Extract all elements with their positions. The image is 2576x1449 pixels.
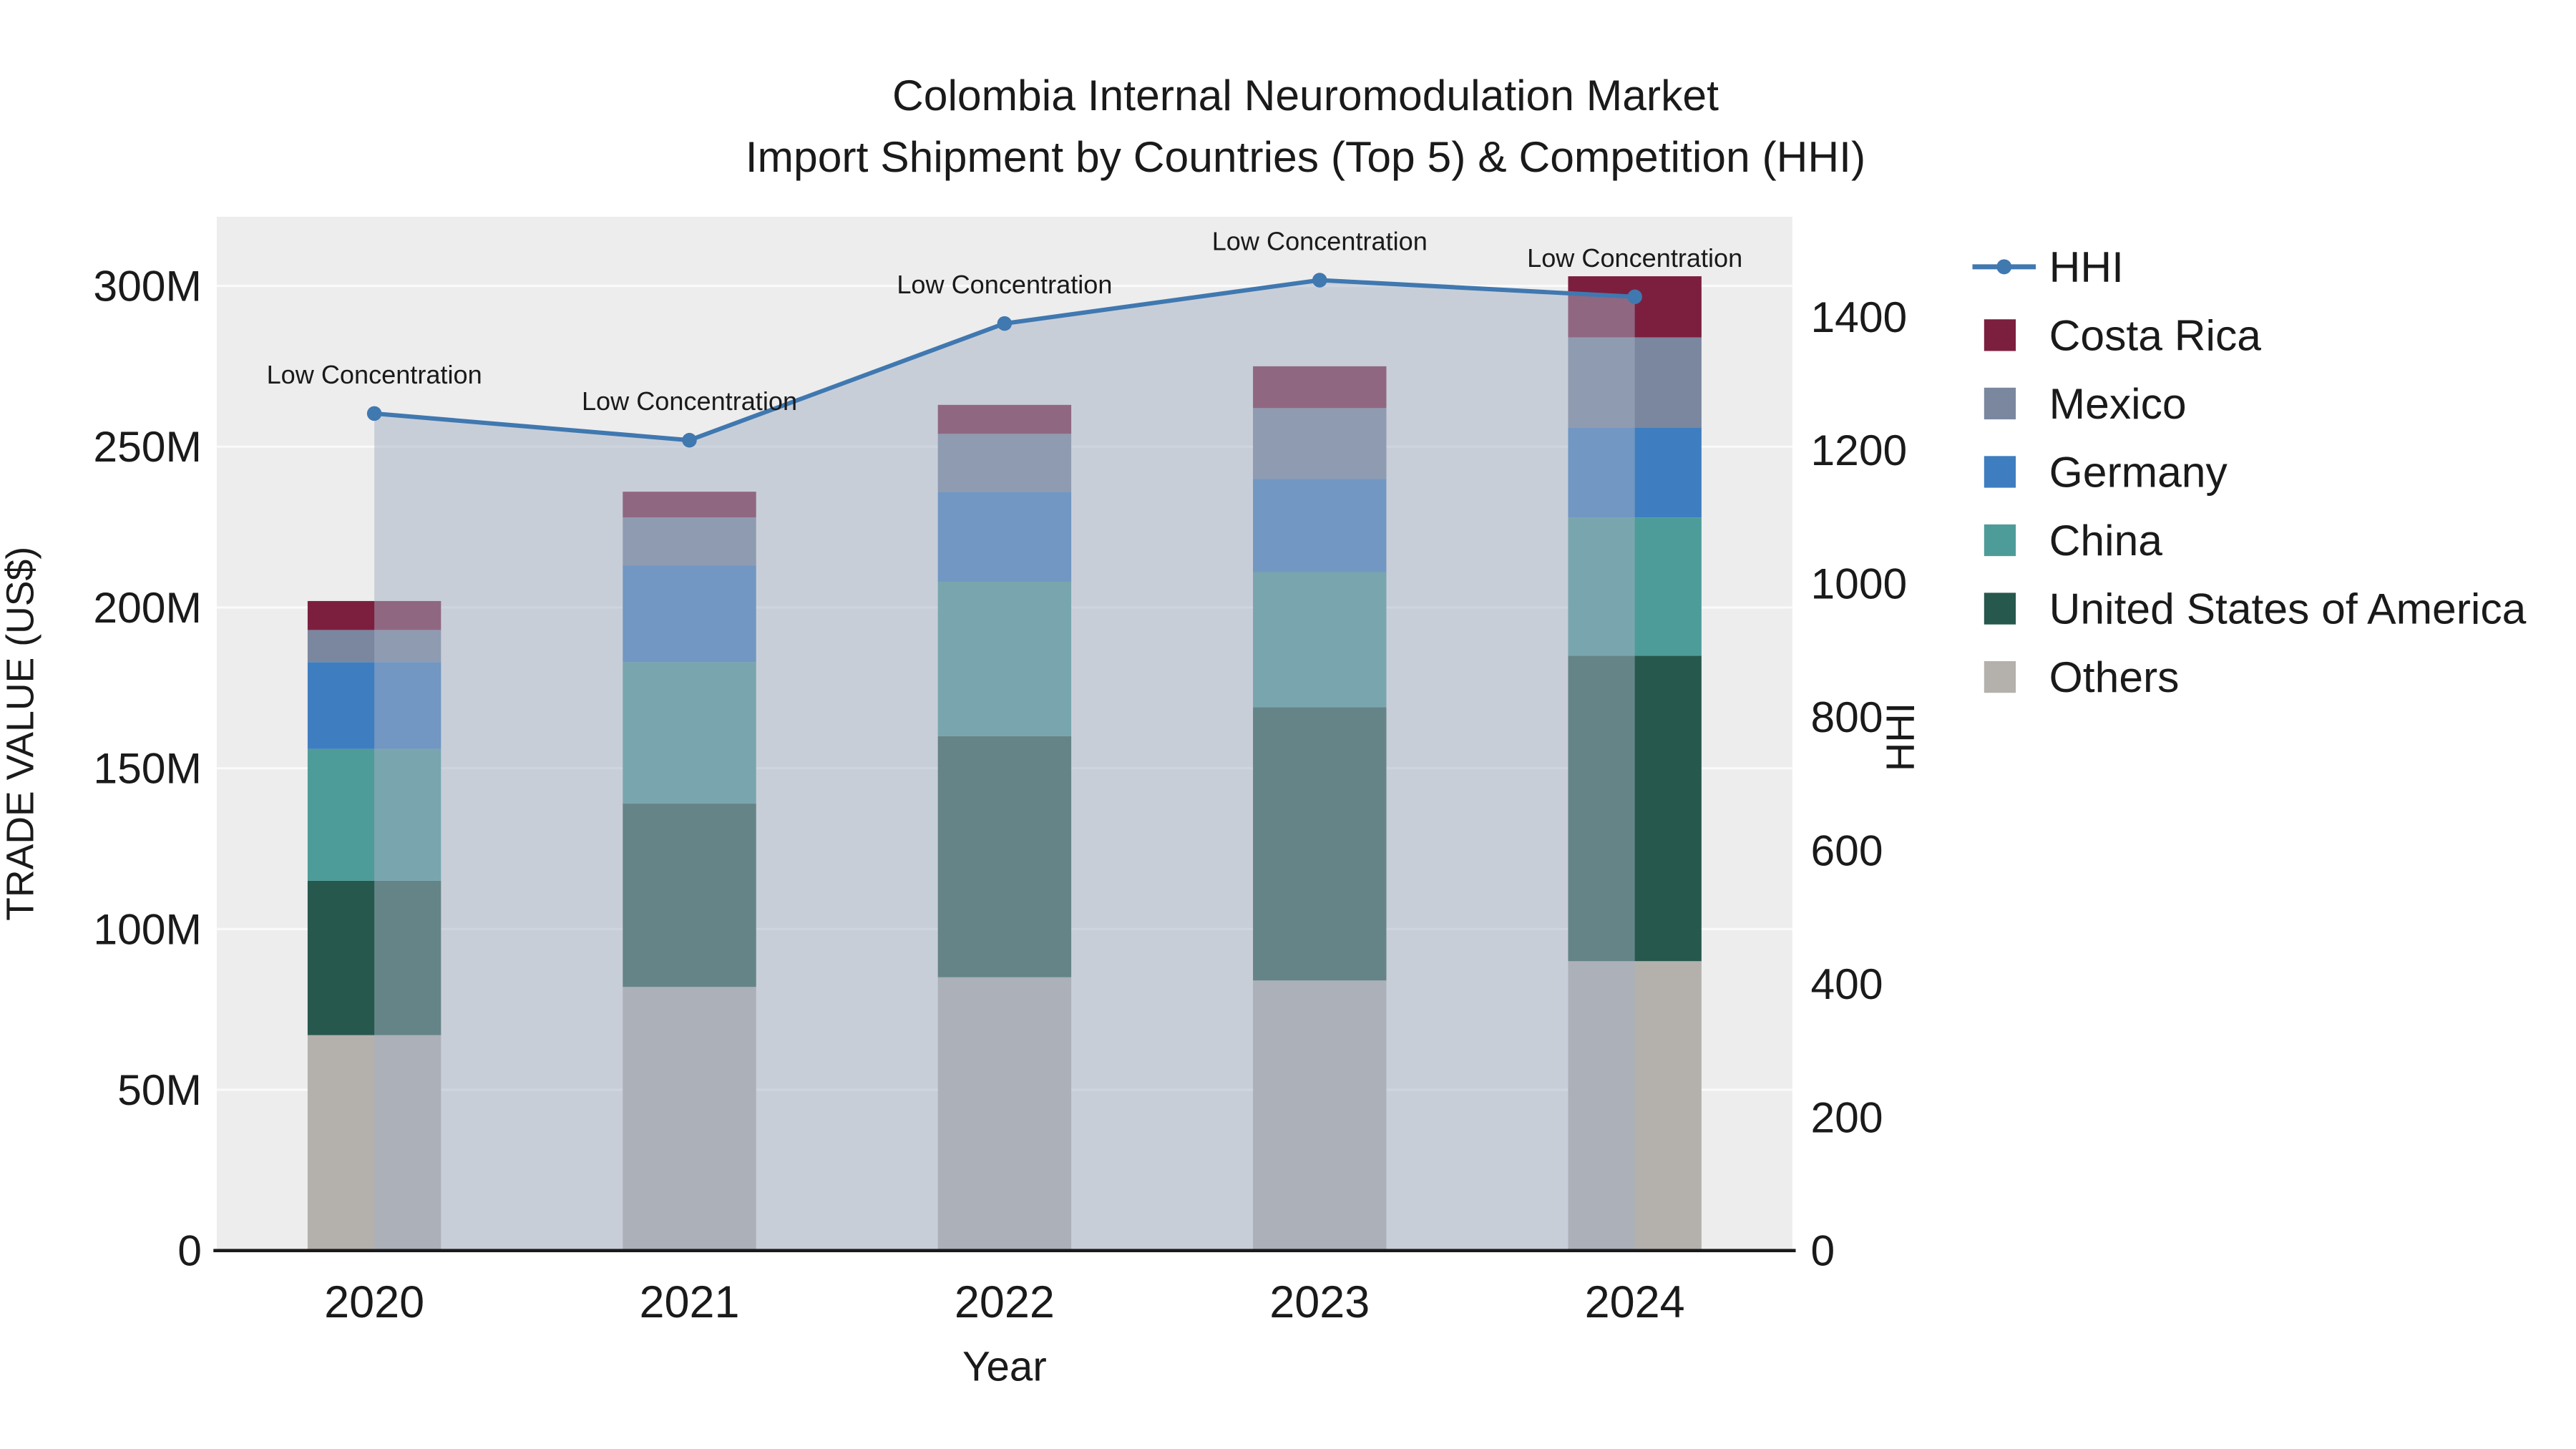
- y-left-tick-200M: 200M: [93, 583, 202, 632]
- hhi-marker-2020: [366, 406, 382, 421]
- legend-swatch-germany: [1984, 456, 2016, 488]
- legend-item-others[interactable]: Others: [1984, 653, 2180, 701]
- hhi-annotation-2021: Low Concentration: [582, 386, 797, 416]
- y-right-tick-1200: 1200: [1810, 426, 1907, 474]
- legend-label-costa-rica: Costa Rica: [2049, 311, 2262, 359]
- legend-item-china[interactable]: China: [1984, 516, 2162, 565]
- legend-label-hhi: HHI: [2049, 243, 2124, 291]
- legend-label-china: China: [2049, 516, 2163, 565]
- hhi-marker-2023: [1312, 273, 1327, 288]
- legend-swatch-china: [1984, 524, 2016, 557]
- legend-label-germany: Germany: [2049, 447, 2228, 496]
- legend-swatch-others: [1984, 660, 2016, 693]
- x-tick-2023: 2023: [1269, 1277, 1370, 1327]
- x-tick-2021: 2021: [640, 1277, 740, 1327]
- y-left-axis-title: TRADE VALUE (US$): [0, 547, 42, 921]
- y-right-tick-0: 0: [1810, 1226, 1835, 1275]
- hhi-annotation-2023: Low Concentration: [1212, 227, 1428, 256]
- legend-item-mexico[interactable]: Mexico: [1984, 379, 2187, 428]
- hhi-annotation-2024: Low Concentration: [1527, 243, 1742, 273]
- hhi-annotation-2020: Low Concentration: [267, 360, 482, 389]
- y-right-tick-800: 800: [1810, 693, 1883, 741]
- y-right-tick-600: 600: [1810, 826, 1883, 874]
- x-tick-2024: 2024: [1585, 1277, 1685, 1327]
- x-tick-2020: 2020: [324, 1277, 424, 1327]
- y-right-tick-400: 400: [1810, 960, 1883, 1008]
- legend-label-united-states-of-america: United States of America: [2049, 585, 2527, 633]
- legend-label-mexico: Mexico: [2049, 379, 2187, 428]
- legend-item-united-states-of-america[interactable]: United States of America: [1984, 585, 2527, 633]
- y-left-tick-100M: 100M: [93, 904, 202, 953]
- y-right-tick-1000: 1000: [1810, 560, 1907, 608]
- legend-swatch-mexico: [1984, 387, 2016, 420]
- legend-swatch-costa-rica: [1984, 319, 2016, 351]
- x-axis-title: Year: [962, 1343, 1047, 1390]
- legend-label-others: Others: [2049, 653, 2180, 701]
- legend-item-germany[interactable]: Germany: [1984, 447, 2228, 496]
- y-right-axis-title: HHI: [1878, 703, 1923, 771]
- chart-title-line1: Colombia Internal Neuromodulation Market: [892, 71, 1719, 119]
- y-left-tick-250M: 250M: [93, 422, 202, 471]
- hhi-marker-2024: [1627, 289, 1642, 305]
- legend-swatch-united-states-of-america: [1984, 592, 2016, 625]
- y-left-tick-0: 0: [177, 1226, 202, 1275]
- x-tick-2022: 2022: [955, 1277, 1055, 1327]
- hhi-marker-2022: [997, 316, 1013, 331]
- y-right-tick-200: 200: [1810, 1093, 1883, 1141]
- legend-item-costa-rica[interactable]: Costa Rica: [1984, 311, 2261, 359]
- legend-hhi-marker-sample: [1996, 259, 2012, 275]
- y-left-tick-150M: 150M: [93, 744, 202, 793]
- y-right-tick-1400: 1400: [1810, 293, 1907, 341]
- hhi-area-fill: [374, 280, 1635, 1251]
- hhi-marker-2021: [682, 432, 697, 448]
- chart-title-line2: Import Shipment by Countries (Top 5) & C…: [746, 132, 1865, 181]
- y-left-tick-50M: 50M: [117, 1065, 202, 1114]
- y-left-tick-300M: 300M: [93, 262, 202, 311]
- legend-item-hhi[interactable]: HHI: [1972, 243, 2124, 291]
- hhi-annotation-2022: Low Concentration: [897, 270, 1112, 299]
